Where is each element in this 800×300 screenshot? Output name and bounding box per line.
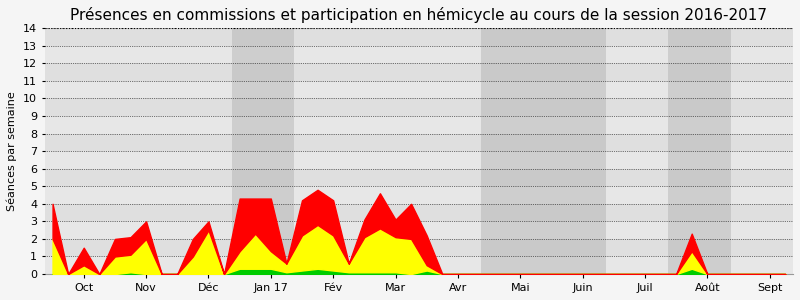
Title: Présences en commissions et participation en hémicycle au cours de la session 20: Présences en commissions et participatio…: [70, 7, 767, 23]
Bar: [668, 28, 730, 274]
Bar: [45, 221, 793, 239]
Bar: [45, 98, 793, 116]
Bar: [544, 28, 606, 274]
Bar: [45, 256, 793, 274]
Bar: [482, 28, 544, 274]
Bar: [45, 169, 793, 186]
Bar: [45, 116, 793, 134]
Bar: [45, 239, 793, 256]
Bar: [45, 11, 793, 28]
Bar: [45, 46, 793, 63]
Bar: [45, 28, 793, 46]
Y-axis label: Séances par semaine: Séances par semaine: [7, 91, 18, 211]
Bar: [45, 151, 793, 169]
Bar: [45, 186, 793, 204]
Bar: [45, 81, 793, 98]
Bar: [45, 63, 793, 81]
Bar: [45, 134, 793, 151]
Bar: [232, 28, 294, 274]
Bar: [45, 204, 793, 221]
